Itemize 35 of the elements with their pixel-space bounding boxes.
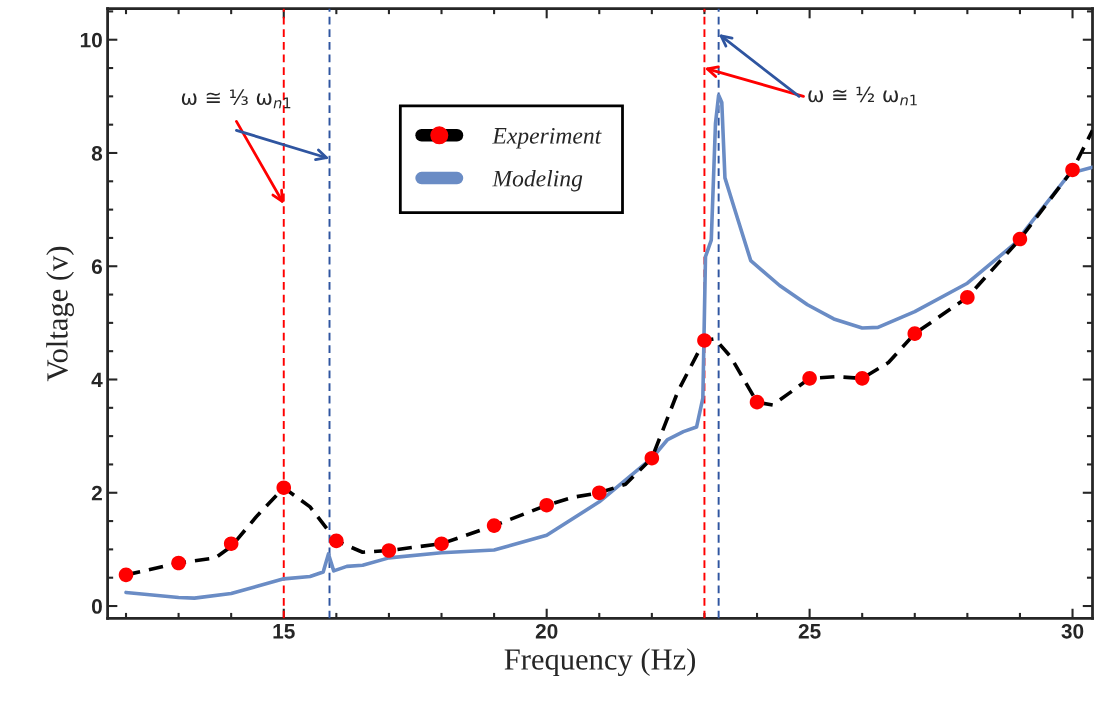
point <box>329 533 344 549</box>
y-tick-label: 6 <box>91 259 102 274</box>
point <box>223 536 239 552</box>
point <box>434 536 449 552</box>
point <box>960 290 975 305</box>
point <box>1065 162 1080 178</box>
point <box>749 394 765 410</box>
x-tick-label: 30 <box>1061 623 1084 639</box>
point <box>1012 231 1028 247</box>
y-tick-label: 10 <box>80 32 102 48</box>
point <box>381 543 397 558</box>
annotation: ω ≅ ⅓ ω$_{n1}$ <box>181 89 291 109</box>
point <box>171 555 186 571</box>
legend-label: Experiment <box>492 127 602 149</box>
point <box>644 450 660 466</box>
y-tick-label: 2 <box>91 485 102 501</box>
x-tick-label: 25 <box>798 623 821 639</box>
y-tick-label: 0 <box>91 599 102 614</box>
x-tick-label: 20 <box>535 623 558 639</box>
legend-label: Modeling <box>492 169 583 192</box>
y-tick-label: 4 <box>91 372 103 388</box>
y-axis-title: Voltage (v) <box>46 246 75 382</box>
x-axis-title: Frequency (Hz) <box>504 648 695 677</box>
point <box>591 485 607 501</box>
point <box>854 371 870 386</box>
point <box>539 497 554 513</box>
point <box>486 518 502 533</box>
annotation: ω ≅ ½ ω$_{n1}$ <box>808 86 917 106</box>
point <box>276 480 292 495</box>
x-tick-label: 15 <box>273 624 295 639</box>
point <box>802 371 817 386</box>
point <box>697 333 712 348</box>
point <box>118 567 134 583</box>
y-tick-label: 8 <box>91 145 103 161</box>
point <box>907 326 923 341</box>
